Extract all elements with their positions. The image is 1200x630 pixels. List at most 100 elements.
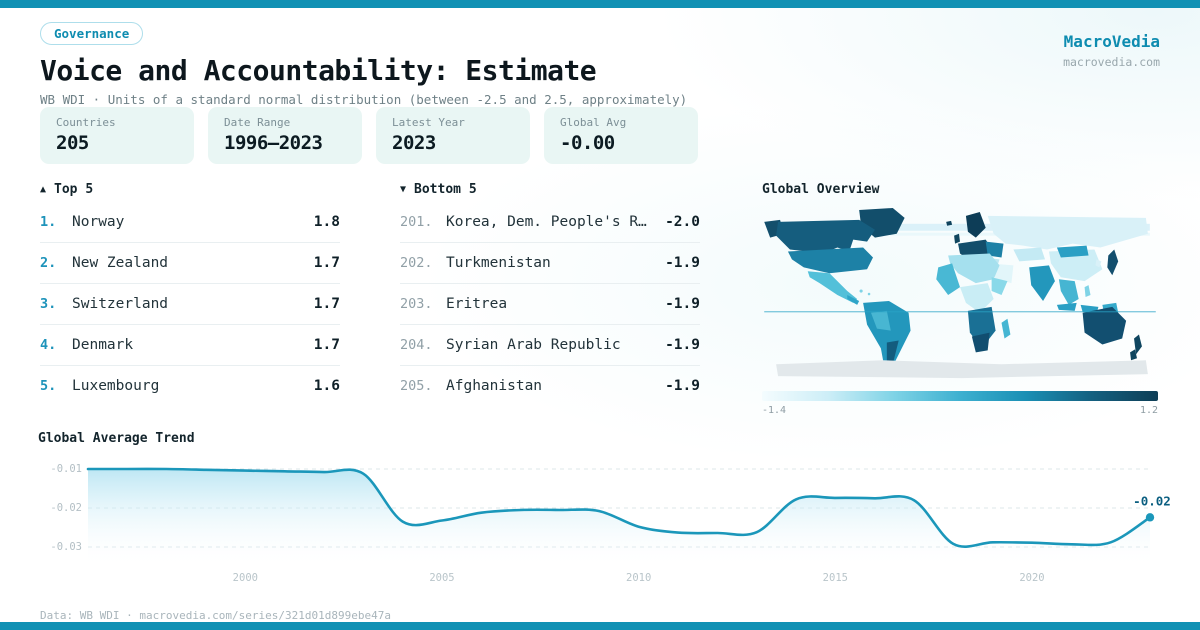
map-legend-gradient [762, 391, 1158, 401]
stat-cards: Countries 205 Date Range 1996—2023 Lates… [40, 107, 698, 164]
triangle-down-icon: ▼ [400, 183, 407, 195]
list-item: 2. New Zealand 1.7 [40, 243, 340, 284]
list-item: 202. Turkmenistan -1.9 [400, 243, 700, 284]
brand-name: MacroVedia [1063, 32, 1160, 51]
stat-value: 205 [56, 132, 89, 154]
triangle-up-icon: ▲ [40, 183, 47, 195]
list-item: 201. Korea, Dem. People's R… -2.0 [400, 202, 700, 243]
svg-text:-0.02: -0.02 [50, 502, 82, 514]
list-item-rank: 2. [40, 255, 57, 271]
map-section: Global Overview [762, 180, 1158, 416]
list-item-rank: 1. [40, 214, 57, 230]
list-item-value: -1.9 [665, 296, 700, 312]
list-item-country: New Zealand [72, 255, 169, 271]
stat-label: Countries [56, 116, 116, 129]
list-item-rank: 202. [400, 255, 433, 271]
list-item-rank: 203. [400, 296, 433, 312]
header: Governance Voice and Accountability: Est… [40, 22, 1160, 107]
category-badge: Governance [40, 22, 144, 45]
stat-value: -0.00 [560, 132, 615, 154]
list-item-country: Norway [72, 214, 125, 230]
stat-card: Latest Year 2023 [376, 107, 530, 164]
top5-header: ▲ Top 5 [40, 180, 340, 198]
list-item-country: Turkmenistan [446, 255, 551, 271]
landmass-antarctica [776, 360, 1148, 379]
top5-list: 1. Norway 1.8 2. New Zealand 1.7 3. Swit… [40, 202, 340, 406]
sea-ice-band [770, 223, 1150, 236]
svg-text:2010: 2010 [626, 572, 651, 584]
landmass-north-america [764, 208, 905, 305]
trend-chart: -0.01 -0.02 -0.03 2000 2005 2010 2015 2020 -0.02 [38, 453, 1170, 587]
page-subtitle: WB WDI · Units of a standard normal dist… [40, 92, 688, 107]
legend-min-label: -1.4 [762, 405, 787, 416]
list-item: 1. Norway 1.8 [40, 202, 340, 243]
landmass-asia [983, 215, 1148, 315]
list-item-value: 1.7 [313, 255, 340, 271]
stat-value: 1996—2023 [224, 132, 323, 154]
bottom5-title: Bottom 5 [414, 181, 477, 197]
stat-label: Date Range [224, 116, 291, 129]
list-item: 3. Switzerland 1.7 [40, 284, 340, 325]
svg-text:2005: 2005 [429, 572, 454, 584]
list-item: 5. Luxembourg 1.6 [40, 366, 340, 406]
legend-max-label: 1.2 [1139, 405, 1158, 416]
stat-card: Global Avg -0.00 [544, 107, 698, 164]
list-item-rank: 201. [400, 214, 433, 230]
list-item-country: Luxembourg [72, 378, 160, 394]
trend-line-chart: -0.01 -0.02 -0.03 2000 2005 2010 2015 2020 -0.02 [50, 463, 1170, 584]
list-item-value: -1.9 [665, 378, 700, 394]
svg-text:-0.01: -0.01 [50, 463, 82, 475]
list-item-country: Denmark [72, 337, 134, 353]
trend-section: Global Average Trend -0.01 -0.02 -0.03 2000… [38, 431, 1171, 587]
page-title: Voice and Accountability: Estimate [40, 54, 597, 87]
list-item-value: -1.9 [665, 337, 700, 353]
list-item-rank: 205. [400, 378, 433, 394]
svg-text:2015: 2015 [823, 572, 848, 584]
list-item-rank: 5. [40, 378, 57, 394]
list-item-country: Korea, Dem. People's R… [446, 214, 647, 230]
list-item-value: -2.0 [665, 214, 700, 230]
landmass-africa [936, 253, 1011, 353]
list-item-country: Switzerland [72, 296, 169, 312]
list-item-rank: 3. [40, 296, 57, 312]
list-item-country: Syrian Arab Republic [446, 337, 621, 353]
landmass-oceania [1082, 306, 1142, 361]
list-item: 203. Eritrea -1.9 [400, 284, 700, 325]
footer-attribution: Data: WB WDI · macrovedia.com/series/321… [40, 609, 391, 622]
list-item-value: 1.8 [313, 214, 340, 230]
list-item-rank: 4. [40, 337, 57, 353]
list-item: 204. Syrian Arab Republic -1.9 [400, 325, 700, 366]
columns: ▲ Top 5 1. Norway 1.8 2. New Zealand 1.7… [40, 180, 1158, 416]
map-title: Global Overview [762, 181, 880, 197]
brand-block: MacroVedia macrovedia.com [1063, 32, 1160, 69]
list-item-country: Afghanistan [446, 378, 543, 394]
list-item-value: 1.7 [313, 296, 340, 312]
world-map [764, 208, 1156, 379]
list-item-value: 1.7 [313, 337, 340, 353]
brand-domain: macrovedia.com [1063, 55, 1160, 69]
stat-label: Global Avg [560, 116, 627, 129]
top5-section: ▲ Top 5 1. Norway 1.8 2. New Zealand 1.7… [40, 180, 340, 416]
bottom-accent-bar [0, 622, 1200, 630]
top-accent-bar [0, 0, 1200, 8]
svg-text:2020: 2020 [1019, 572, 1044, 584]
stat-value: 2023 [392, 132, 436, 154]
list-item: 205. Afghanistan -1.9 [400, 366, 700, 406]
map-legend-labels: -1.4 1.2 [762, 405, 1158, 416]
list-item-rank: 204. [400, 337, 433, 353]
top5-title: Top 5 [54, 181, 94, 197]
bottom5-section: ▼ Bottom 5 201. Korea, Dem. People's R… … [400, 180, 700, 416]
list-item: 4. Denmark 1.7 [40, 325, 340, 366]
list-item-value: 1.6 [313, 378, 340, 394]
stat-card: Countries 205 [40, 107, 194, 164]
bottom5-list: 201. Korea, Dem. People's R… -2.0 202. T… [400, 202, 700, 406]
stat-card: Date Range 1996—2023 [208, 107, 362, 164]
stat-label: Latest Year [392, 116, 465, 129]
svg-text:2000: 2000 [233, 572, 258, 584]
bottom5-header: ▼ Bottom 5 [400, 180, 700, 198]
list-item-value: -1.9 [665, 255, 700, 271]
svg-text:-0.03: -0.03 [50, 541, 82, 553]
trend-end-label: -0.02 [1133, 493, 1171, 508]
list-item-country: Eritrea [446, 296, 508, 312]
